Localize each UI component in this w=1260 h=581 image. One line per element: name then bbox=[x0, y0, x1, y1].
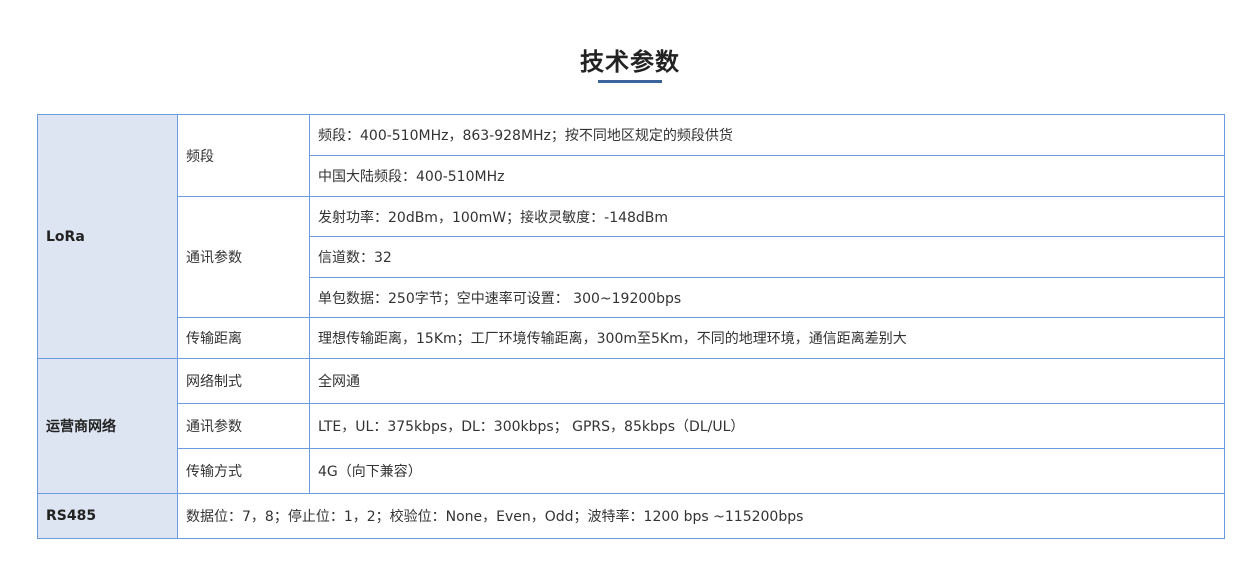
param-value: 发射功率：20dBm，100mW；接收灵敏度：-148dBm bbox=[309, 196, 1225, 237]
param-value: 理想传输距离，15Km；工厂环境传输距离，300m至5Km，不同的地理环境，通信… bbox=[309, 317, 1225, 359]
param-value: LTE，UL：375kbps，DL：300kbps； GPRS，85kbps（D… bbox=[309, 403, 1225, 449]
param-label: 频段 bbox=[177, 114, 310, 197]
table-row: 通讯参数 发射功率：20dBm，100mW；接收灵敏度：-148dBm bbox=[38, 196, 1225, 318]
param-label: 网络制式 bbox=[177, 358, 310, 404]
param-value: 全网通 bbox=[309, 358, 1225, 404]
table-row: 通讯参数 LTE，UL：375kbps，DL：300kbps； GPRS，85k… bbox=[38, 403, 1225, 449]
table-row: 中国大陆频段：400-510MHz bbox=[38, 155, 1225, 197]
category-rs485: RS485 bbox=[37, 493, 178, 539]
param-value: 频段：400-510MHz，863-928MHz；按不同地区规定的频段供货 bbox=[309, 114, 1225, 156]
category-lora: LoRa bbox=[37, 114, 178, 359]
table-row: 运营商网络 网络制式 全网通 bbox=[37, 358, 1225, 494]
table-row: 传输方式 4G（向下兼容） bbox=[38, 448, 1225, 494]
param-label: 传输距离 bbox=[177, 317, 310, 359]
table-row: 传输距离 理想传输距离，15Km；工厂环境传输距离，300m至5Km，不同的地理… bbox=[38, 317, 1225, 359]
param-value: 单包数据：250字节；空中速率可设置： 300~19200bps bbox=[309, 277, 1225, 318]
table-row: RS485 数据位：7，8；停止位：1，2；校验位：None，Even，Odd；… bbox=[37, 493, 1225, 539]
param-label: 通讯参数 bbox=[177, 196, 310, 318]
table-row: 信道数：32 bbox=[38, 236, 1225, 278]
param-label: 传输方式 bbox=[177, 448, 310, 494]
spec-table: LoRa 频段 频段：400-510MHz，863-928MHz；按不同地区规定… bbox=[37, 114, 1225, 539]
param-value: 4G（向下兼容） bbox=[309, 448, 1225, 494]
page-title: 技术参数 bbox=[580, 48, 680, 76]
param-value: 信道数：32 bbox=[309, 236, 1225, 278]
title-underline bbox=[598, 80, 662, 83]
param-value: 中国大陆频段：400-510MHz bbox=[309, 155, 1225, 197]
category-carrier-network: 运营商网络 bbox=[37, 358, 178, 494]
param-value: 数据位：7，8；停止位：1，2；校验位：None，Even，Odd；波特率：12… bbox=[177, 493, 1225, 539]
param-label: 通讯参数 bbox=[177, 403, 310, 449]
table-row: LoRa 频段 频段：400-510MHz，863-928MHz；按不同地区规定… bbox=[37, 114, 1225, 359]
